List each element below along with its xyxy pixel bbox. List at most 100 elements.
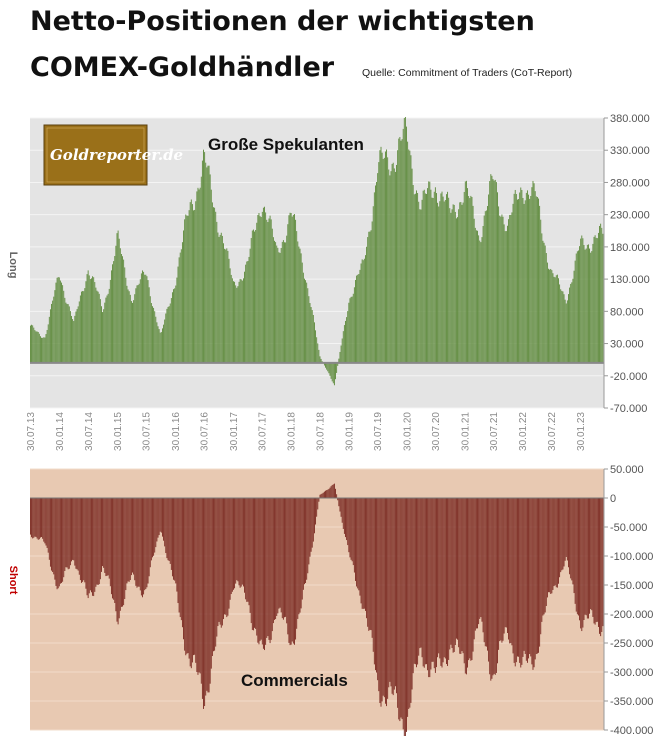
bar xyxy=(153,307,155,363)
bar xyxy=(215,498,217,647)
bar xyxy=(413,194,415,363)
bar xyxy=(348,302,350,363)
bar xyxy=(401,498,403,720)
bar xyxy=(163,324,165,363)
bar xyxy=(316,337,318,363)
bar xyxy=(355,279,356,363)
bar xyxy=(467,188,468,363)
bar xyxy=(101,498,102,572)
bar xyxy=(447,191,449,363)
bar xyxy=(312,314,314,363)
bar xyxy=(200,176,202,363)
bar xyxy=(298,246,300,363)
bar xyxy=(175,285,177,363)
bar xyxy=(366,498,368,619)
bar xyxy=(64,498,66,571)
bar xyxy=(514,189,516,363)
bar xyxy=(126,498,128,584)
bar xyxy=(575,498,577,612)
bar xyxy=(32,498,34,539)
bar xyxy=(497,498,498,664)
bar xyxy=(464,498,466,674)
bar xyxy=(41,337,42,363)
bar xyxy=(109,279,111,363)
bar xyxy=(383,498,385,698)
bar xyxy=(124,267,126,363)
bar xyxy=(346,498,348,541)
bar xyxy=(43,337,45,363)
bar xyxy=(209,174,211,363)
bar xyxy=(500,216,502,363)
bar xyxy=(424,498,426,665)
bar xyxy=(271,228,273,363)
bar xyxy=(338,358,340,363)
bar xyxy=(503,498,505,634)
bar xyxy=(337,362,339,366)
bar xyxy=(371,498,373,638)
bar xyxy=(412,185,414,363)
x-tick-label: 30.07.13 xyxy=(26,412,37,451)
bar xyxy=(356,498,358,587)
bar xyxy=(210,189,212,363)
bar xyxy=(113,261,115,363)
bar xyxy=(429,181,431,363)
bar xyxy=(581,235,583,363)
bar xyxy=(39,498,41,538)
bar xyxy=(319,494,321,498)
bar xyxy=(539,498,541,647)
bar xyxy=(87,270,89,363)
bar xyxy=(481,498,483,622)
bar xyxy=(310,307,312,363)
bar xyxy=(429,498,431,678)
bar xyxy=(470,498,472,661)
bar xyxy=(406,498,407,732)
bar xyxy=(96,290,98,363)
bar xyxy=(270,219,272,363)
bar xyxy=(510,498,512,644)
bar xyxy=(187,215,189,363)
bar xyxy=(477,498,478,629)
bar xyxy=(152,306,153,363)
bar xyxy=(257,498,259,643)
bar xyxy=(522,197,524,363)
y-tick-label: -20.000 xyxy=(610,371,647,383)
bar xyxy=(269,215,271,363)
bar xyxy=(55,498,57,586)
bar xyxy=(475,498,477,629)
bar xyxy=(168,306,170,363)
bar xyxy=(539,205,541,363)
bar xyxy=(369,231,371,363)
bar xyxy=(102,498,104,567)
bar xyxy=(62,498,64,582)
bar xyxy=(46,498,48,548)
bar xyxy=(490,498,492,681)
bar xyxy=(457,498,458,640)
bar xyxy=(597,498,599,627)
bar xyxy=(258,498,260,645)
bar xyxy=(95,287,97,363)
bar xyxy=(125,498,127,591)
bar xyxy=(407,141,409,363)
bar xyxy=(523,203,525,363)
bar xyxy=(525,498,527,661)
bar xyxy=(75,498,77,569)
bar xyxy=(256,222,258,363)
bar xyxy=(573,498,575,594)
bar xyxy=(307,288,309,363)
bar xyxy=(571,498,573,581)
bar xyxy=(359,269,361,363)
bar xyxy=(259,216,261,363)
bar xyxy=(594,498,596,625)
bar xyxy=(326,490,328,498)
bar xyxy=(443,498,445,658)
bar xyxy=(191,204,193,363)
bar xyxy=(542,240,544,363)
bar xyxy=(477,230,478,363)
bar xyxy=(264,206,265,363)
bar xyxy=(38,498,40,540)
bar xyxy=(469,198,471,363)
bar xyxy=(84,498,86,583)
bar xyxy=(434,187,436,363)
bar xyxy=(147,280,149,363)
bar xyxy=(521,189,523,363)
